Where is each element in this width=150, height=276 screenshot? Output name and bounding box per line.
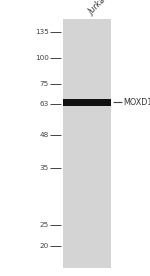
Bar [63, 19, 111, 268]
Text: 135: 135 [35, 29, 49, 35]
Text: MOXD1: MOXD1 [124, 98, 150, 107]
Text: 20: 20 [39, 243, 49, 249]
Bar [63, 99, 111, 106]
Text: 48: 48 [39, 132, 49, 138]
Text: 75: 75 [39, 81, 49, 87]
Text: 25: 25 [39, 222, 49, 228]
Text: 35: 35 [39, 165, 49, 171]
Text: Jurkat: Jurkat [87, 0, 110, 17]
Text: 63: 63 [39, 100, 49, 107]
Text: 100: 100 [35, 55, 49, 61]
